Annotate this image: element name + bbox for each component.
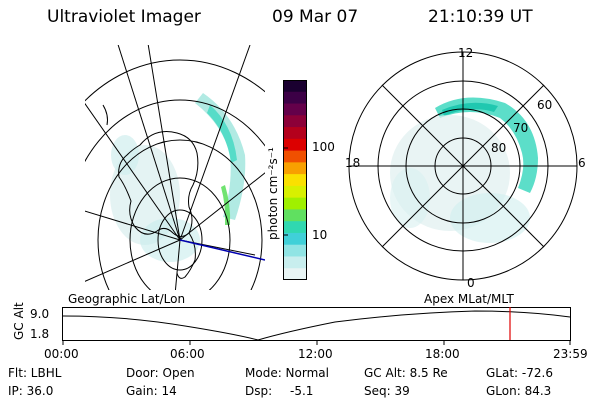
altitude-tick-low: 1.8	[30, 327, 50, 341]
time-tick-1800: 18:00	[425, 347, 460, 361]
status-gc-altitude: GC Alt: 8.5 Re	[364, 366, 448, 380]
colorbar-stripe	[283, 244, 307, 257]
status-gain: Gain: 14	[126, 384, 177, 398]
colorbar-stripe	[283, 197, 307, 210]
status-door: Door: Open	[126, 366, 195, 380]
colorbar-stripe	[283, 185, 307, 199]
geographic-map	[85, 45, 265, 290]
altitude-plot	[62, 307, 571, 345]
colorbar-stripe	[283, 174, 307, 187]
coastline-peninsula	[176, 232, 196, 279]
time-tick-2359: 23:59	[553, 347, 588, 361]
colorbar-stripe	[283, 138, 307, 152]
left-map-name: Geographic Lat/Lon	[68, 292, 186, 306]
colorbar-stripe	[283, 268, 307, 280]
colorbar-stripe	[283, 209, 307, 222]
colorbar-stripe	[283, 80, 307, 93]
colorbar-unit-label: photon cm⁻²s⁻¹	[266, 147, 280, 240]
colorbar-stripe	[283, 127, 307, 140]
colorbar-stripe	[283, 103, 307, 116]
time-tick-0600: 06:00	[170, 347, 205, 361]
status-mode: Mode: Normal	[245, 366, 329, 380]
status-sequence: Seq: 39	[364, 384, 410, 398]
mlat-grid	[348, 51, 578, 281]
mlt-label-dusk: 18	[345, 156, 361, 170]
time-label: 21:10:39 UT	[428, 7, 533, 27]
instrument-title: Ultraviolet Imager	[47, 7, 201, 27]
mlt-label-midnight: 0	[467, 276, 475, 290]
colorbar-stripe	[283, 91, 307, 105]
altitude-curve	[62, 310, 571, 341]
mlt-label-noon: 12	[458, 46, 474, 60]
colorbar-stripe	[283, 115, 307, 128]
altitude-axis-title: GC Alt	[12, 302, 26, 340]
mlat-label-70: 70	[513, 121, 529, 135]
colorbar-tick-10: 10	[312, 228, 328, 242]
colorbar-stripe	[283, 150, 307, 163]
sun-direction-line	[179, 239, 265, 261]
status-dsp-value: -5.1	[290, 384, 314, 398]
magnetic-polar-map	[348, 51, 578, 281]
colorbar	[283, 80, 307, 280]
colorbar-tick-100: 100	[312, 140, 335, 154]
colorbar-stripe	[283, 232, 307, 246]
coastline	[118, 131, 199, 237]
colorbar-stripe	[283, 256, 307, 269]
status-geo-longitude: GLon: 84.3	[486, 384, 552, 398]
altitude-plot-frame	[62, 307, 571, 341]
colorbar-stripe	[283, 162, 307, 175]
status-geo-latitude: GLat: -72.6	[486, 366, 553, 380]
time-tick-0000: 00:00	[44, 347, 79, 361]
status-dsp-label: Dsp:	[245, 384, 273, 398]
mlat-label-60: 60	[537, 98, 553, 112]
date-label: 09 Mar 07	[272, 7, 359, 27]
mlat-label-80: 80	[491, 141, 507, 155]
status-flight-filter: Flt: LBHL	[8, 366, 62, 380]
right-map-name: Apex MLat/MLT	[424, 292, 514, 306]
aurora-emission-right	[390, 97, 538, 243]
status-ip: IP: 36.0	[8, 384, 54, 398]
time-tick-1200: 12:00	[298, 347, 333, 361]
mlt-label-dawn: 6	[578, 156, 586, 170]
altitude-tick-high: 9.0	[30, 307, 50, 321]
colorbar-stripe	[283, 221, 307, 234]
